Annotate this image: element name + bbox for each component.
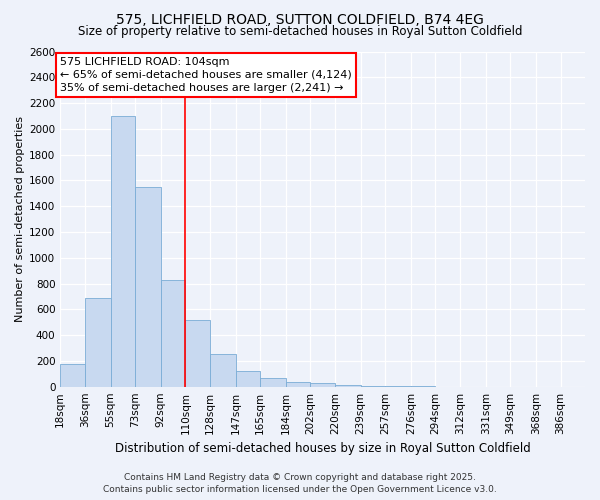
Text: 575 LICHFIELD ROAD: 104sqm
← 65% of semi-detached houses are smaller (4,124)
35%: 575 LICHFIELD ROAD: 104sqm ← 65% of semi… xyxy=(60,56,352,93)
Y-axis label: Number of semi-detached properties: Number of semi-detached properties xyxy=(15,116,25,322)
Bar xyxy=(286,382,310,386)
Bar xyxy=(210,354,236,386)
Bar xyxy=(135,187,161,386)
Bar xyxy=(60,364,85,386)
Bar xyxy=(310,384,335,386)
Bar xyxy=(260,378,286,386)
Text: Contains HM Land Registry data © Crown copyright and database right 2025.
Contai: Contains HM Land Registry data © Crown c… xyxy=(103,472,497,494)
Bar xyxy=(185,320,210,386)
Bar xyxy=(161,280,185,386)
Text: Size of property relative to semi-detached houses in Royal Sutton Coldfield: Size of property relative to semi-detach… xyxy=(78,25,522,38)
Bar xyxy=(236,370,260,386)
X-axis label: Distribution of semi-detached houses by size in Royal Sutton Coldfield: Distribution of semi-detached houses by … xyxy=(115,442,530,455)
Text: 575, LICHFIELD ROAD, SUTTON COLDFIELD, B74 4EG: 575, LICHFIELD ROAD, SUTTON COLDFIELD, B… xyxy=(116,12,484,26)
Bar xyxy=(85,298,110,386)
Bar xyxy=(110,116,135,386)
